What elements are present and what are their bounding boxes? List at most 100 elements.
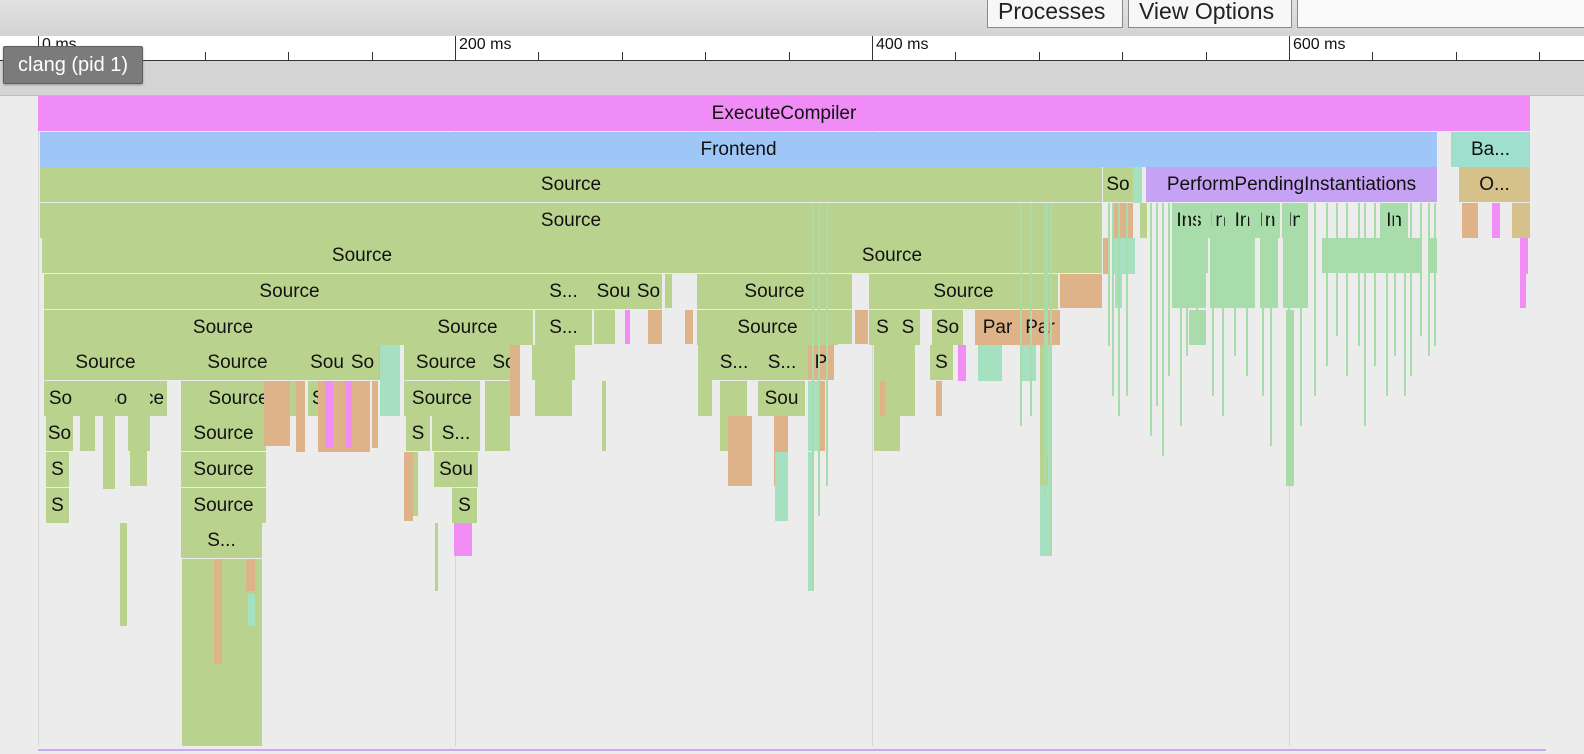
flame-block[interactable] <box>1210 238 1230 308</box>
flame-slice[interactable]: Source <box>44 309 402 345</box>
flame-block[interactable] <box>203 558 212 736</box>
flame-block[interactable] <box>380 345 400 416</box>
flame-block[interactable] <box>372 380 378 448</box>
flame-block[interactable] <box>264 380 290 446</box>
processes-button[interactable]: Processes <box>987 0 1123 28</box>
flame-slice[interactable]: Sou <box>758 380 805 416</box>
flame-block[interactable] <box>855 309 868 344</box>
flame-slice[interactable]: So <box>635 274 662 309</box>
flame-slice[interactable]: Source <box>40 202 1102 238</box>
flame-block[interactable] <box>1112 238 1135 274</box>
flame-block[interactable] <box>103 380 115 489</box>
flame-slice[interactable]: S... <box>535 274 592 309</box>
flame-slice[interactable]: Source <box>40 167 1102 203</box>
flame-block[interactable] <box>958 345 966 381</box>
flame-slice[interactable]: Sou <box>308 345 346 381</box>
flame-slice[interactable]: S <box>406 416 430 452</box>
flame-slice[interactable]: S <box>930 345 953 381</box>
flame-slice[interactable]: S... <box>712 345 756 381</box>
flame-block[interactable] <box>775 452 788 521</box>
flame-slice[interactable]: ExecuteCompiler <box>38 96 1530 131</box>
flame-block[interactable] <box>665 274 672 308</box>
flame-slice[interactable]: Source <box>404 380 480 416</box>
flame-slice[interactable]: So <box>346 345 379 381</box>
flame-slice[interactable]: S... <box>535 309 592 345</box>
flame-slice[interactable]: Sou <box>592 274 635 309</box>
flame-slice[interactable]: Source <box>682 238 1102 274</box>
flame-block[interactable] <box>485 380 510 451</box>
flame-block[interactable] <box>880 380 885 416</box>
flame-slice[interactable]: So <box>1103 167 1133 203</box>
flame-slice[interactable]: In <box>1206 202 1230 238</box>
flame-slice[interactable]: Sou <box>434 452 478 487</box>
flame-block[interactable] <box>214 558 222 664</box>
flame-slice[interactable]: S <box>46 487 69 523</box>
flame-block[interactable] <box>1112 202 1133 238</box>
flame-slice[interactable]: So <box>44 380 77 416</box>
flame-slice[interactable]: S <box>896 309 920 345</box>
flame-slice[interactable]: So <box>932 309 963 345</box>
flame-slice[interactable]: Source <box>181 416 266 452</box>
flame-block[interactable] <box>535 345 572 416</box>
flame-block[interactable] <box>130 416 147 486</box>
flame-slice[interactable]: Source <box>167 345 308 381</box>
search-input[interactable] <box>1297 0 1584 28</box>
flame-block[interactable] <box>728 416 752 486</box>
flame-block[interactable] <box>648 309 662 344</box>
flame-block[interactable] <box>625 309 630 344</box>
flame-block[interactable] <box>1512 202 1530 238</box>
flame-slice[interactable]: S... <box>432 416 480 452</box>
flame-block[interactable] <box>1492 202 1500 238</box>
flame-block[interactable] <box>80 380 95 451</box>
flame-block[interactable] <box>413 452 418 516</box>
flame-block[interactable] <box>820 380 825 451</box>
flame-block[interactable] <box>120 523 127 626</box>
flame-slice[interactable]: S... <box>756 345 808 381</box>
flame-slice[interactable]: Source <box>697 309 838 345</box>
flame-block[interactable] <box>1462 202 1478 238</box>
flame-slice[interactable]: PerformPendingInstantiations <box>1146 167 1437 203</box>
flame-block[interactable] <box>685 309 693 344</box>
flame-block[interactable] <box>874 380 900 451</box>
flame-block[interactable] <box>1140 202 1147 238</box>
flame-block[interactable] <box>1133 167 1142 203</box>
flame-slice[interactable]: Ba... <box>1451 131 1530 167</box>
flame-block[interactable] <box>1020 345 1036 381</box>
flame-block[interactable] <box>838 309 852 344</box>
flame-block[interactable] <box>808 452 813 591</box>
flame-slice[interactable]: Source <box>404 345 488 381</box>
flame-block[interactable] <box>1103 238 1110 274</box>
flame-block[interactable] <box>435 523 438 591</box>
flame-slice[interactable]: Source <box>869 274 1058 309</box>
flame-slice[interactable]: S <box>869 309 896 345</box>
flame-slice[interactable]: Source <box>402 309 533 345</box>
flame-block[interactable] <box>1520 238 1528 274</box>
flame-slice[interactable]: Ins <box>1172 202 1206 238</box>
flame-block[interactable] <box>1283 238 1308 308</box>
flame-block[interactable] <box>1430 238 1437 274</box>
flame-slice[interactable]: Par <box>1020 309 1060 345</box>
flame-slice[interactable]: In <box>1282 202 1308 238</box>
flame-block[interactable] <box>602 380 606 451</box>
flame-block[interactable] <box>1286 309 1294 486</box>
flame-block[interactable] <box>698 345 712 416</box>
flame-block[interactable] <box>978 345 1002 381</box>
flame-block[interactable] <box>454 523 472 556</box>
flame-block[interactable] <box>808 380 820 451</box>
flame-block[interactable] <box>1520 274 1526 308</box>
flame-slice[interactable]: Source <box>42 238 682 274</box>
flame-slice[interactable]: Source <box>44 345 167 381</box>
flame-slice[interactable]: So <box>46 416 73 452</box>
flame-block[interactable] <box>345 380 352 448</box>
process-label[interactable]: clang (pid 1) <box>3 46 144 84</box>
flame-slice[interactable]: S <box>452 487 477 523</box>
flame-block[interactable] <box>1060 274 1102 308</box>
flame-slice[interactable]: Par <box>975 309 1020 345</box>
view-options-button[interactable]: View Options <box>1128 0 1292 28</box>
flame-slice[interactable]: Source <box>181 487 266 523</box>
flame-block[interactable] <box>1183 274 1206 308</box>
flame-block[interactable] <box>510 345 520 416</box>
flame-slice[interactable]: Source <box>44 274 535 309</box>
flame-block[interactable] <box>404 452 413 521</box>
flame-slice[interactable]: Source <box>181 452 266 487</box>
